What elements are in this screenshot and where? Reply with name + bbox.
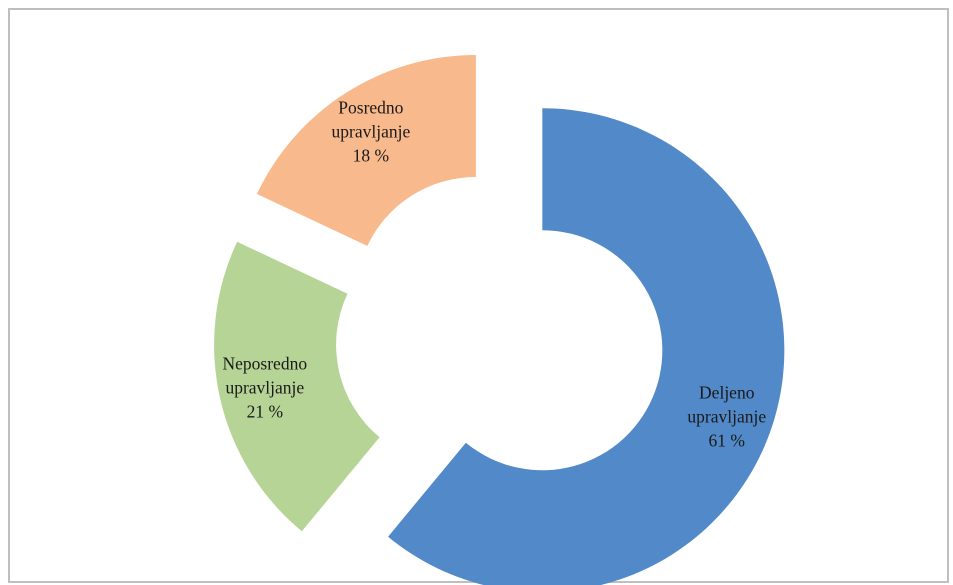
label-posredno: Posredno upravljanje 18 % bbox=[332, 98, 411, 166]
label-line: upravljanje bbox=[332, 122, 411, 142]
donut-slices bbox=[214, 55, 785, 585]
label-line: 18 % bbox=[353, 146, 389, 166]
slice-neposredno bbox=[214, 241, 380, 532]
label-deljeno: Deljeno upravljanje 61 % bbox=[687, 383, 766, 451]
label-line: 21 % bbox=[247, 402, 283, 422]
label-neposredno: Neposredno upravljanje 21 % bbox=[223, 354, 308, 422]
label-line: upravljanje bbox=[687, 407, 766, 427]
label-line: Deljeno bbox=[699, 383, 755, 403]
donut-labels: Deljeno upravljanje 61 % Neposredno upravlja… bbox=[223, 98, 767, 451]
slice-deljeno bbox=[388, 108, 785, 585]
label-line: 61 % bbox=[709, 431, 745, 451]
label-line: Posredno bbox=[338, 98, 403, 118]
label-line: Neposredno bbox=[223, 354, 308, 374]
slice-posredno bbox=[256, 55, 476, 246]
label-line: upravljanje bbox=[225, 378, 304, 398]
